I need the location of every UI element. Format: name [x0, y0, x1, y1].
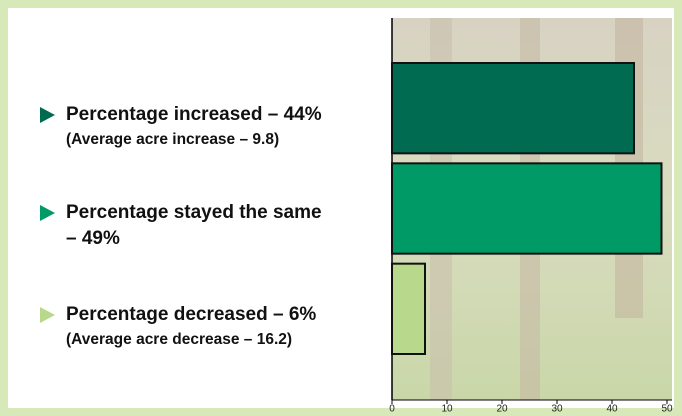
marker — [40, 307, 55, 323]
bar — [392, 63, 634, 153]
page: 0 10 20 30 40 50 Percentage increased – 44% (A… — [0, 0, 682, 416]
bar — [392, 264, 425, 354]
legend-item: Percentage increased – 44% (Average acre … — [40, 102, 380, 152]
marker — [40, 205, 55, 221]
annotation: (Average acre increase – 9.8) — [40, 128, 380, 152]
x-tick-label: 0 — [389, 404, 395, 415]
marker — [40, 107, 55, 123]
legend-item: Percentage stayed the same – 49% — [40, 200, 380, 252]
x-tick-label: 10 — [441, 404, 453, 415]
category-text: Percentage increased – 44% — [66, 104, 322, 125]
category-label: Percentage decreased – 6% — [40, 302, 336, 328]
category-label: Percentage increased – 44% — [40, 102, 336, 128]
category-text: Percentage decreased – 6% — [66, 304, 316, 325]
category-text: Percentage stayed the same – 49% — [66, 202, 322, 249]
legend-item: Percentage decreased – 6% (Average acre d… — [40, 302, 380, 352]
x-tick-label: 30 — [551, 404, 563, 415]
category-label: Percentage stayed the same – 49% — [40, 200, 336, 252]
x-tick-label: 40 — [606, 404, 618, 415]
x-tick-label: 50 — [661, 404, 673, 415]
x-tick-label: 20 — [496, 404, 508, 415]
bar — [392, 163, 662, 253]
annotation: (Average acre decrease – 16.2) — [40, 328, 380, 352]
